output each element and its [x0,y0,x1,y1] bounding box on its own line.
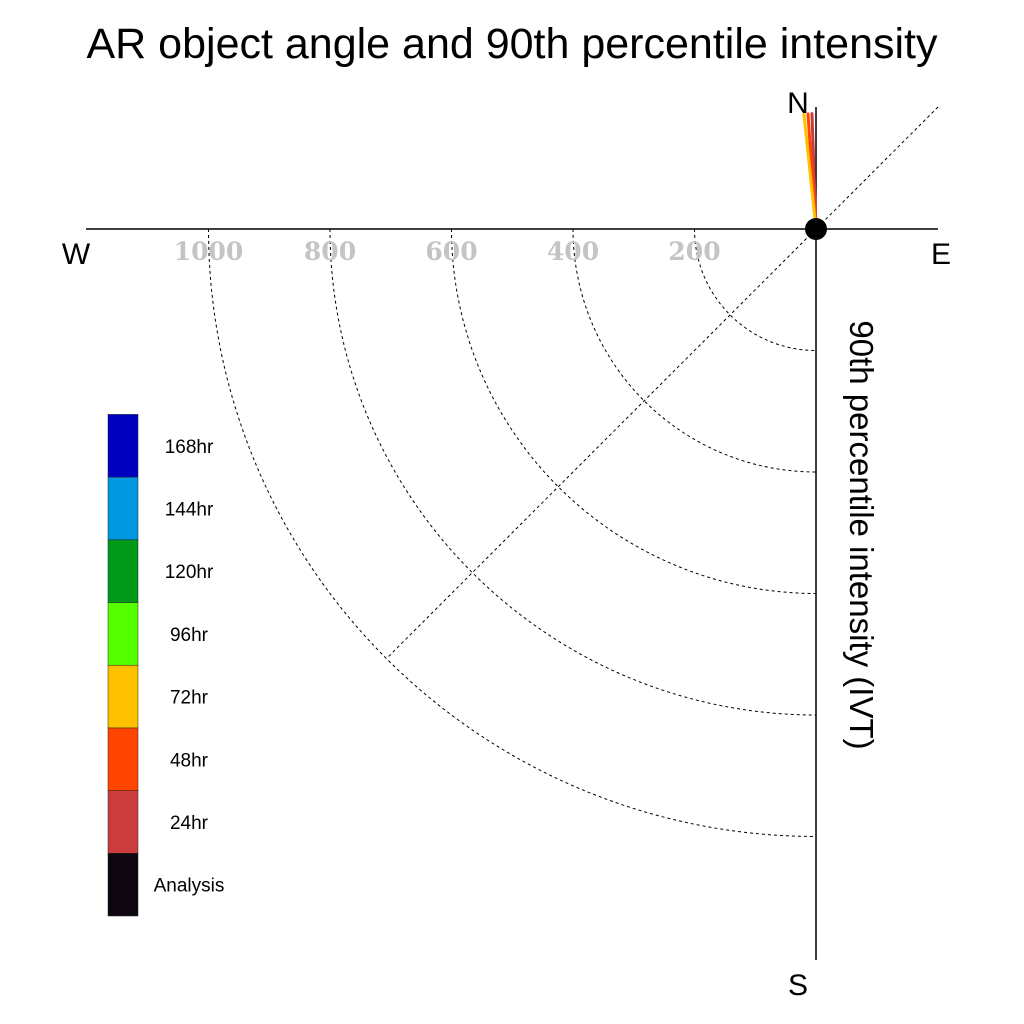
legend-label-120hr: 120hr [165,562,214,583]
grid-arc-400 [572,228,817,473]
vectors [802,112,818,231]
radial-tick-label: 800 [304,237,356,266]
vector-72hr [802,112,818,231]
legend-swatch-168hr [107,414,139,478]
compass-west-label: W [62,238,91,271]
y-axis-label: 90th percentile intensity (IVT) [843,320,880,749]
grid-arc-600 [451,228,817,594]
legend-swatch-96hr [107,602,139,666]
legend-label-72hr: 72hr [170,688,209,709]
legend-label-48hr: 48hr [170,750,209,771]
radial-tick-label: 200 [668,237,720,266]
grid-arc-200 [694,228,817,351]
radial-tick-label: 1000 [174,237,244,266]
legend-swatch-144hr [107,476,139,541]
legend-swatch-120hr [107,539,139,603]
legend-swatch-48hr [107,727,139,791]
radial-tick-label: 600 [425,237,477,266]
polar-grid [208,228,817,837]
legend-label-analysis: Analysis [154,876,225,897]
compass-north-label: N [787,87,809,120]
compass-south-label: S [788,969,808,1002]
legend-label-96hr: 96hr [170,625,209,646]
radial-tick-labels: 200 400 600 800 1000 [174,237,721,266]
legend-swatch-72hr [107,664,139,729]
radial-tick-label: 400 [547,237,599,266]
chart-title: AR object angle and 90th percentile inte… [87,20,938,68]
legend-swatch-24hr [107,790,139,854]
compass-east-label: E [931,238,951,271]
legend-swatch-analysis [107,853,139,917]
grid-arc-800 [329,228,817,716]
legend-label-24hr: 24hr [170,813,209,834]
legend-label-168hr: 168hr [165,437,214,458]
diagonal-guide-line [387,106,939,658]
origin-marker [805,218,827,240]
legend-label-144hr: 144hr [165,499,214,520]
legend: Analysis 24hr 48hr 72hr 96hr 120hr 144hr 168hr [107,414,225,917]
grid-arc-1000 [208,228,817,837]
